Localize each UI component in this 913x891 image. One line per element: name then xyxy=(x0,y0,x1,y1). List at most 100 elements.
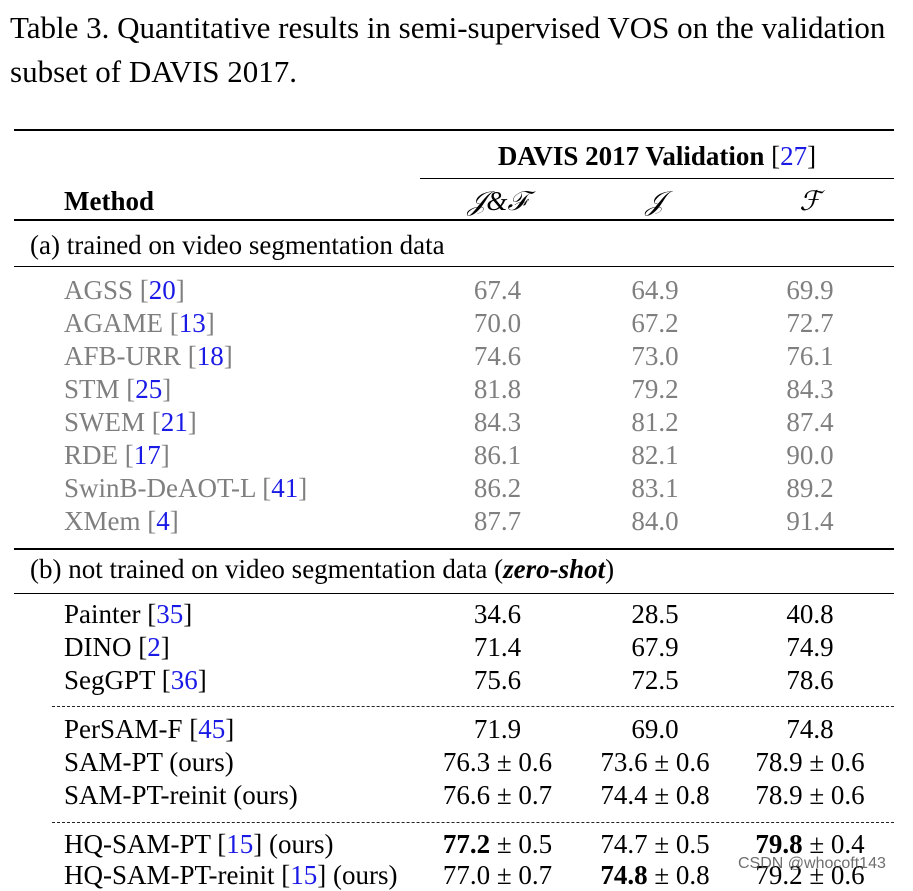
f-value: 69.9 xyxy=(786,275,834,305)
section-b-label-rule xyxy=(14,593,894,594)
citation-link[interactable]: 17 xyxy=(133,440,161,470)
jf-value: 71.4 xyxy=(473,632,522,662)
method-cell: DINO [2] xyxy=(64,632,170,662)
citation-link[interactable]: 45 xyxy=(198,714,226,744)
f-value: 90.0 xyxy=(786,440,834,470)
method-cell: PerSAM-F [45] xyxy=(64,714,235,744)
method-cell: SAM-PT-reinit (ours) xyxy=(64,779,298,811)
j-value: 28.5 xyxy=(631,599,679,629)
j-value-rest: 74.7 ± 0.5 xyxy=(600,829,710,859)
f-value-rest: ± 0.4 xyxy=(802,829,865,859)
citation-link[interactable]: 15 xyxy=(226,829,254,859)
group-divider-1 xyxy=(52,706,894,707)
section-b-label: (b) not trained on video segmentation da… xyxy=(30,553,614,585)
method-cell: XMem [4] xyxy=(64,506,179,536)
method-name: HQ-SAM-PT xyxy=(64,829,211,859)
jf-value: 67.4 xyxy=(473,275,522,305)
j-value: 82.1 xyxy=(631,440,679,470)
method-cell: HQ-SAM-PT [15] (ours) xyxy=(64,829,334,859)
jf-value: 86.2 xyxy=(473,473,522,503)
section-b-label-em: zero-shot xyxy=(503,554,606,584)
header-rule xyxy=(14,219,894,221)
jf-value: 87.7 xyxy=(473,506,522,536)
method-name: AGAME xyxy=(64,308,163,338)
f-value: 40.8 xyxy=(786,599,834,629)
group-underline xyxy=(420,178,894,179)
citation-link[interactable]: 18 xyxy=(196,341,224,371)
method-name: SegGPT xyxy=(64,665,156,695)
f-value: 72.7 xyxy=(786,308,834,338)
f-value: 74.9 xyxy=(786,632,834,662)
section-b-label-suffix: ) xyxy=(605,554,615,584)
j-value: 73.6 ± 0.6 xyxy=(600,747,710,777)
jf-value: 77.0 ± 0.7 xyxy=(405,859,590,891)
j-value: 84.0 xyxy=(631,506,679,536)
section-b-label-prefix: (b) not trained on video segmentation da… xyxy=(30,554,504,584)
j-value: 74.8 ± 0.8 xyxy=(565,859,745,891)
method-cell: SwinB-DeAOT-L [41] xyxy=(64,473,308,503)
jf-value: 76.3 ± 0.6 xyxy=(442,747,553,777)
section-a-label: (a) trained on video segmentation data xyxy=(30,230,445,260)
jf-value: 71.9 xyxy=(473,714,522,744)
method-name: SAM-PT-reinit (ours) xyxy=(64,780,298,810)
watermark: CSDN @whocoft143 xyxy=(738,855,886,872)
method-cell: SegGPT [36] xyxy=(64,665,207,695)
j-value: 64.9 xyxy=(631,275,679,305)
method-cell: Painter [35] xyxy=(64,599,193,629)
citation-link[interactable]: 35 xyxy=(156,599,184,629)
jf-value: 86.1 xyxy=(473,440,522,470)
method-cell: SWEM [21] xyxy=(64,407,197,437)
method-cell: STM [25] xyxy=(64,374,172,404)
citation-link[interactable]: 2 xyxy=(147,632,161,662)
j-value: 67.2 xyxy=(631,308,679,338)
citation-link[interactable]: 15 xyxy=(290,860,318,890)
method-cell: AGSS [20] xyxy=(64,275,185,305)
f-value: 78.6 xyxy=(786,665,834,695)
jf-value-bold: 77.2 xyxy=(442,829,491,859)
citation-link[interactable]: 13 xyxy=(178,308,206,338)
method-name: SwinB-DeAOT-L xyxy=(64,473,256,503)
jf-value: 75.6 xyxy=(473,665,522,695)
method-name: DINO xyxy=(64,632,132,662)
citation-link[interactable]: 25 xyxy=(135,374,163,404)
method-name: Painter xyxy=(64,599,141,629)
f-value: 84.3 xyxy=(786,374,834,404)
j-value: 74.7 ± 0.5 xyxy=(565,828,745,860)
method-cell: SAM-PT (ours) xyxy=(64,746,234,778)
j-value: 72.5 xyxy=(631,665,679,695)
j-value: 67.9 xyxy=(631,632,679,662)
f-value: 78.9 ± 0.6 xyxy=(755,780,865,810)
f-value: 78.9 ± 0.6 xyxy=(755,747,865,777)
group-header-label: DAVIS 2017 Validation xyxy=(497,141,765,171)
group-header-ref[interactable]: 27 xyxy=(780,141,808,171)
f-value: 76.1 xyxy=(786,341,834,371)
method-cell: RDE [17] xyxy=(64,440,170,470)
j-value: 73.0 xyxy=(631,341,679,371)
method-cell: HQ-SAM-PT-reinit [15] (ours) xyxy=(64,860,398,890)
citation-link[interactable]: 36 xyxy=(170,665,198,695)
method-name: HQ-SAM-PT-reinit xyxy=(64,860,275,890)
jf-value-rest: 77.0 ± 0.7 xyxy=(442,860,553,890)
j-column-header: 𝒥 xyxy=(645,186,665,216)
f-column-header: ℱ xyxy=(799,186,821,216)
f-value-bold: 79.8 xyxy=(755,829,803,859)
citation-link[interactable]: 21 xyxy=(160,407,188,437)
method-suffix: (ours) xyxy=(326,860,398,890)
method-name: AFB-URR xyxy=(64,341,182,371)
jf-column-header: 𝒥&ℱ xyxy=(467,186,528,216)
citation-link[interactable]: 20 xyxy=(148,275,176,305)
j-value-rest: ± 0.8 xyxy=(647,860,710,890)
method-cell: AFB-URR [18] xyxy=(64,341,233,371)
f-value: 89.2 xyxy=(786,473,834,503)
section-b-top-rule xyxy=(14,548,894,550)
citation-link[interactable]: 41 xyxy=(271,473,299,503)
citation-link[interactable]: 4 xyxy=(156,506,170,536)
jf-value: 81.8 xyxy=(473,374,522,404)
group-divider-2 xyxy=(52,822,894,823)
table-caption: Table 3. Quantitative results in semi-su… xyxy=(10,10,886,89)
method-name: STM xyxy=(64,374,120,404)
f-value: 79.8 ± 0.4 xyxy=(725,828,895,860)
jf-value: 76.6 ± 0.7 xyxy=(442,780,553,810)
f-value: 74.8 xyxy=(786,714,834,744)
j-value: 83.1 xyxy=(631,473,679,503)
